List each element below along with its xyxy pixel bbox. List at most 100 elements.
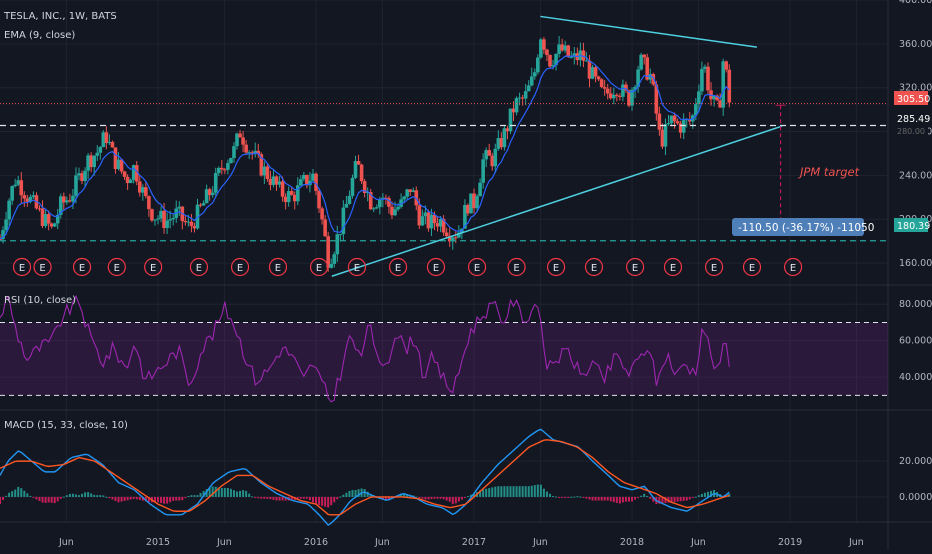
candle-body bbox=[639, 54, 643, 70]
candle-body bbox=[77, 173, 81, 176]
macd-histogram-bar bbox=[324, 496, 327, 507]
candle-body bbox=[65, 200, 69, 203]
candle-body bbox=[618, 95, 622, 97]
macd-histogram-bar bbox=[275, 496, 278, 501]
svg-text:285.49: 285.49 bbox=[897, 114, 930, 125]
candle-body bbox=[229, 157, 233, 164]
macd-histogram-bar bbox=[53, 496, 56, 504]
candle-body bbox=[596, 76, 601, 80]
earnings-marker bbox=[189, 257, 209, 277]
rsi-pane[interactable] bbox=[0, 294, 888, 403]
candle-body bbox=[371, 208, 376, 210]
macd-histogram-bar bbox=[302, 496, 305, 499]
macd-histogram-bar bbox=[242, 490, 245, 497]
macd-histogram-bar bbox=[199, 493, 202, 497]
candle-body bbox=[645, 57, 650, 80]
candle-body bbox=[453, 237, 458, 239]
candle-body bbox=[147, 196, 151, 210]
svg-text:280.00: 280.00 bbox=[897, 127, 925, 136]
candle-body bbox=[131, 165, 136, 180]
macd-histogram-bar bbox=[114, 496, 117, 501]
candle-body bbox=[262, 166, 267, 176]
candle-body bbox=[71, 195, 75, 202]
candle-body bbox=[150, 209, 154, 221]
candle-body bbox=[323, 219, 327, 237]
macd-histogram-bar bbox=[223, 487, 226, 497]
macd-histogram-bar bbox=[336, 496, 339, 500]
earnings-marker-label: E bbox=[150, 263, 156, 274]
candle-body bbox=[156, 218, 160, 220]
macd-histogram-bar bbox=[485, 488, 488, 497]
macd-histogram-bar bbox=[357, 489, 360, 497]
candle-body bbox=[305, 175, 309, 186]
macd-histogram-bar bbox=[515, 486, 518, 497]
macd-histogram-bar bbox=[576, 496, 579, 498]
macd-histogram-bar bbox=[473, 493, 476, 497]
macd-pane[interactable] bbox=[0, 428, 731, 526]
candle-body bbox=[593, 67, 598, 77]
macd-histogram-bar bbox=[239, 490, 242, 497]
macd-histogram-bar bbox=[90, 493, 93, 497]
x-tick-label: Jun bbox=[374, 537, 390, 548]
macd-histogram-bar bbox=[430, 496, 433, 500]
macd-histogram-bar bbox=[697, 495, 700, 497]
candle-body bbox=[13, 184, 17, 187]
macd-histogram-bar bbox=[585, 496, 588, 499]
earnings-marker-label: E bbox=[632, 263, 638, 274]
svg-text:180.39: 180.39 bbox=[897, 221, 930, 232]
macd-histogram-bar bbox=[457, 496, 460, 502]
macd-histogram-bar bbox=[463, 496, 466, 498]
candle-body bbox=[317, 191, 321, 209]
candle-body bbox=[615, 94, 619, 96]
macd-histogram-bar bbox=[220, 487, 223, 497]
candle-body bbox=[125, 176, 130, 184]
candle-body bbox=[308, 180, 312, 186]
measure-box[interactable]: -110.50 (-36.17%) -11050 bbox=[732, 218, 874, 236]
y-tick-label: 60.0000 bbox=[899, 336, 932, 347]
candle-body bbox=[320, 208, 324, 220]
macd-histogram-bar bbox=[272, 496, 275, 500]
candle-body bbox=[104, 132, 109, 144]
macd-histogram-bar bbox=[129, 496, 132, 500]
candle-body bbox=[660, 129, 665, 147]
candle-body bbox=[274, 176, 279, 185]
macd-histogram-bar bbox=[679, 496, 682, 502]
earnings-marker bbox=[783, 257, 803, 277]
macd-histogram-bar bbox=[552, 496, 555, 498]
macd-histogram-bar bbox=[415, 496, 418, 498]
macd-histogram-bar bbox=[527, 486, 530, 497]
candle-body bbox=[95, 152, 100, 156]
macd-histogram-bar bbox=[56, 496, 59, 502]
candle-body bbox=[450, 237, 455, 242]
candle-body bbox=[368, 192, 373, 210]
macd-histogram-bar bbox=[524, 486, 527, 497]
macd-histogram-bar bbox=[406, 494, 409, 497]
x-tick-label: 2018 bbox=[620, 537, 644, 548]
macd-histogram-bar bbox=[5, 495, 8, 497]
macd-histogram-bar bbox=[439, 496, 442, 499]
macd-label: MACD (15, 33, close, 10) bbox=[4, 420, 128, 431]
candle-body bbox=[153, 219, 157, 221]
candle-body bbox=[599, 79, 604, 88]
signal-line bbox=[0, 439, 730, 516]
macd-histogram-bar bbox=[658, 496, 661, 504]
candle-body bbox=[207, 189, 212, 196]
rsi-band bbox=[0, 322, 888, 396]
macd-histogram-bar bbox=[469, 494, 472, 497]
macd-histogram-bar bbox=[172, 496, 175, 501]
macd-histogram-bar bbox=[87, 492, 90, 497]
candle-body bbox=[52, 223, 57, 227]
candle-body bbox=[341, 207, 346, 235]
candle-body bbox=[362, 181, 367, 193]
earnings-marker bbox=[507, 257, 526, 277]
candle-body bbox=[43, 214, 48, 226]
candle-body bbox=[663, 124, 668, 147]
macd-histogram-bar bbox=[232, 490, 235, 497]
macd-histogram-bar bbox=[23, 490, 26, 497]
earnings-marker-label: E bbox=[711, 263, 717, 274]
macd-histogram-bar bbox=[29, 495, 32, 497]
macd-histogram-bar bbox=[710, 490, 713, 497]
macd-histogram-bar bbox=[108, 496, 111, 499]
candle-body bbox=[712, 95, 716, 100]
